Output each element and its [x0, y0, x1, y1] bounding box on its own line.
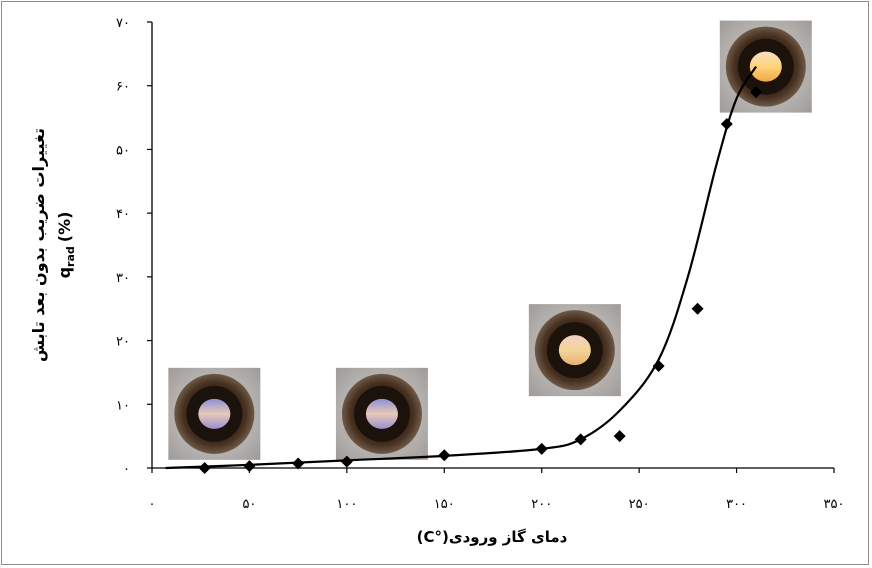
- points-layer: [198, 86, 763, 474]
- x-tick-label: ۰: [149, 497, 156, 512]
- data-point: [652, 360, 665, 373]
- data-point: [691, 302, 704, 315]
- y-tick-label: ۴۰: [116, 207, 130, 222]
- y-axis-subscript: rad: [64, 246, 77, 267]
- y-tick-label: ۱۰: [116, 398, 130, 413]
- ticks-layer: ۰ ۱۰ ۲۰ ۳۰ ۴۰ ۵۰ ۶۰ ۷۰ ۰ ۵۰ ۱۰۰ ۱۵۰ ۲۰۰ ۲۵۰ ۳۰۰ ۳۵۰: [116, 16, 844, 512]
- x-tick-label: ۳۵۰: [824, 497, 845, 512]
- axes: [151, 22, 834, 469]
- photo-115c: [335, 367, 428, 460]
- x-tick-label: ۱۰۰: [336, 497, 357, 512]
- trendline: [165, 66, 757, 470]
- data-point: [340, 455, 353, 468]
- data-point: [243, 460, 256, 473]
- x-tick-label: ۳۰۰: [726, 497, 747, 512]
- x-tick-label: ۲۵۰: [629, 497, 650, 512]
- y-tick-label: ۶۰: [116, 80, 130, 95]
- y-tick-label: ۵۰: [116, 143, 130, 158]
- data-point: [438, 449, 451, 462]
- x-tick-label: ۲۰۰: [531, 497, 552, 512]
- data-point: [613, 430, 626, 443]
- photo-217c: [528, 304, 621, 397]
- y-axis-title-line1: تغییرات ضریب بدون بعد تابش: [29, 128, 48, 362]
- data-point: [750, 86, 763, 99]
- y-tick-label: ۷۰: [116, 16, 130, 31]
- data-point: [198, 462, 211, 474]
- y-tick-label: ۳۰: [116, 271, 130, 286]
- y-axis-unit: (%): [55, 212, 74, 243]
- y-tick-label: ۰: [123, 462, 130, 477]
- photos-layer: [168, 20, 812, 460]
- photo-314c: [719, 20, 812, 113]
- x-axis-title: دمای گاز ورودی(°C): [417, 528, 568, 546]
- data-point: [292, 457, 305, 470]
- data-point: [574, 433, 587, 446]
- x-tick-label: ۵۰: [242, 497, 256, 512]
- photo-30c: [168, 367, 261, 460]
- data-point: [720, 117, 733, 130]
- y-tick-label: ۲۰: [116, 335, 130, 350]
- data-point: [535, 442, 548, 455]
- x-tick-label: ۱۵۰: [434, 497, 455, 512]
- y-axis-symbol: q: [55, 267, 74, 278]
- y-axis-title-line2: qrad (%): [55, 212, 77, 279]
- y-axis-title: تغییرات ضریب بدون بعد تابش qrad (%): [29, 128, 77, 362]
- trendline-layer: [165, 66, 757, 470]
